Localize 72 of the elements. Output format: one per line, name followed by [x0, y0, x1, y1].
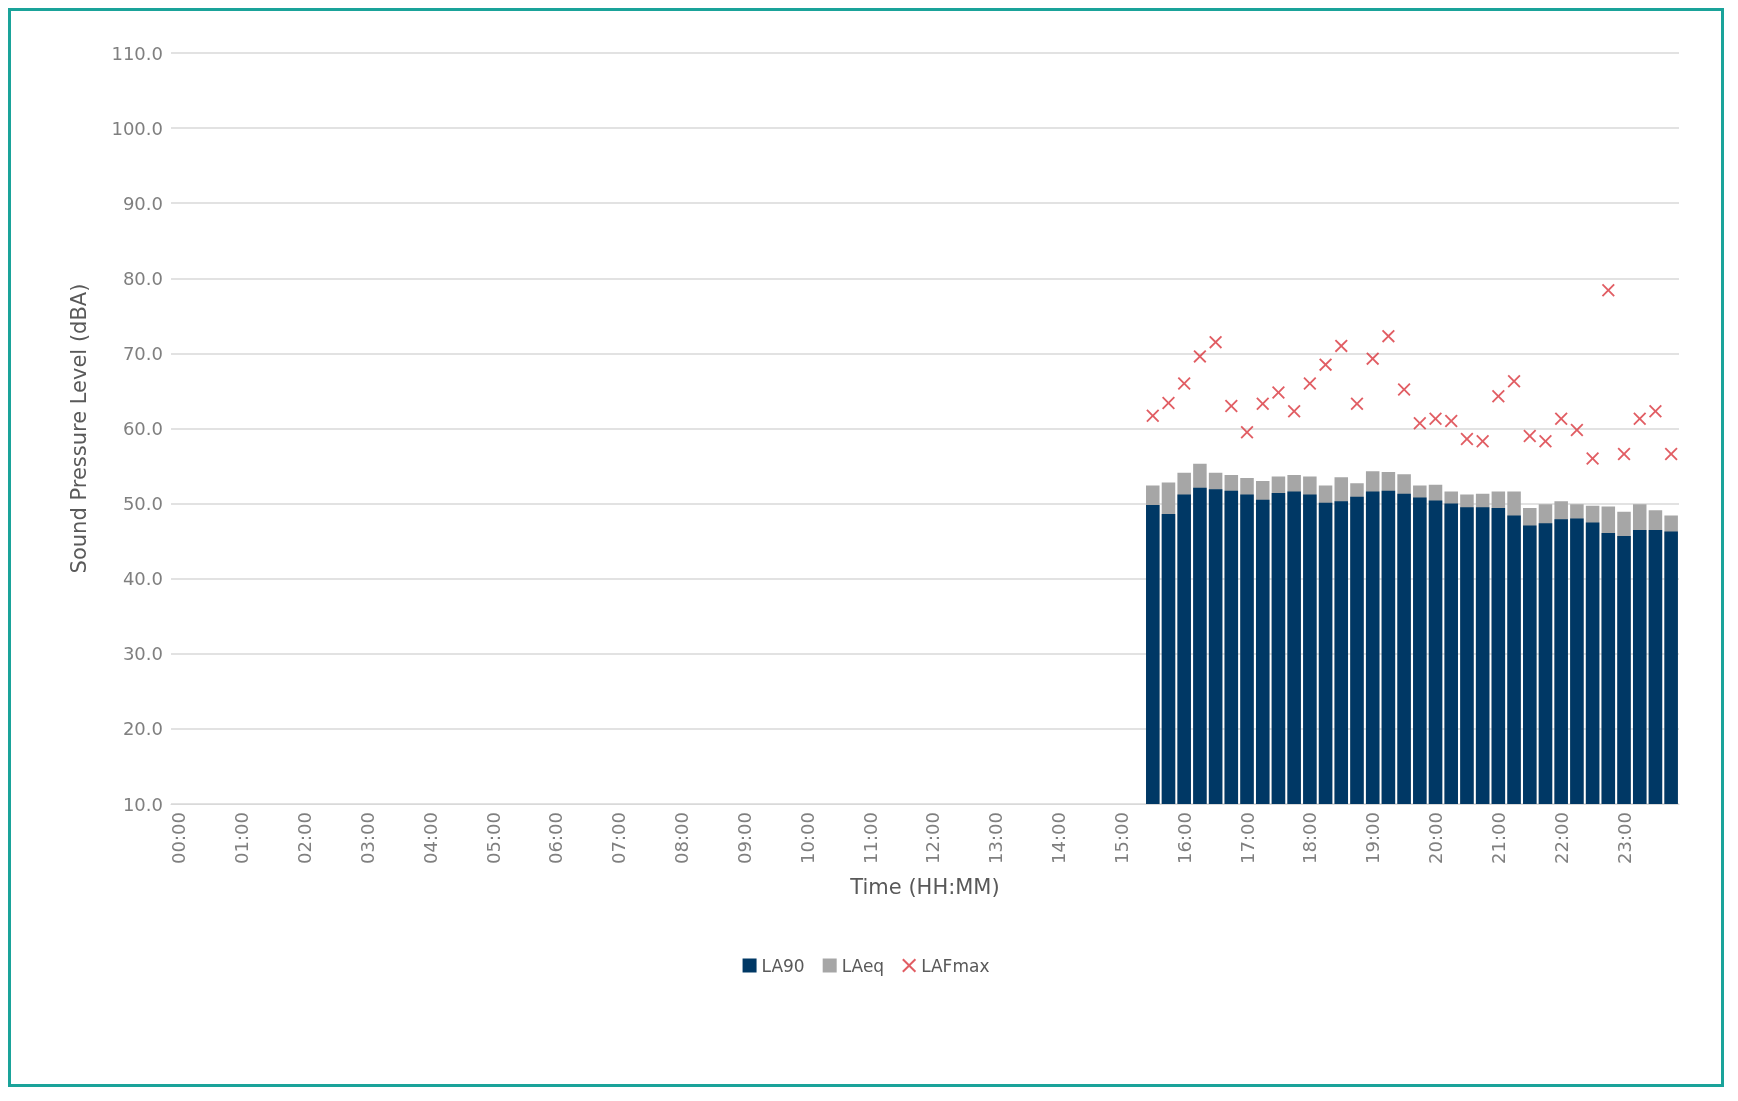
x-tick-label: 17:00 — [1236, 812, 1258, 864]
x-tick-label: 06:00 — [545, 812, 567, 864]
point — [1193, 349, 1207, 363]
point — [1664, 447, 1678, 461]
point — [1586, 452, 1600, 466]
y-tick-label: 40.0 — [122, 568, 163, 590]
point — [1177, 376, 1191, 390]
x-tick-label: 21:00 — [1487, 812, 1509, 864]
point — [1507, 374, 1521, 388]
x-tick-label: 01:00 — [231, 812, 253, 864]
point — [1617, 447, 1631, 461]
x-tick-label: 18:00 — [1299, 812, 1321, 864]
point — [1413, 416, 1427, 430]
point — [1633, 412, 1647, 426]
x-axis-title: Time (HH:MM) — [849, 874, 1000, 899]
x-tick-label: 09:00 — [733, 812, 755, 864]
point — [1491, 389, 1505, 403]
x-tick-label: 10:00 — [796, 812, 818, 864]
point — [1570, 423, 1584, 437]
x-tick-label: 20:00 — [1425, 812, 1447, 864]
point — [1601, 283, 1615, 297]
point — [1554, 412, 1568, 426]
y-tick-label: 50.0 — [122, 493, 163, 515]
x-tick-label: 19:00 — [1362, 812, 1384, 864]
point — [1429, 412, 1443, 426]
point — [1303, 376, 1317, 390]
x-tick-label: 14:00 — [1048, 812, 1070, 864]
y-tick-label: 60.0 — [122, 418, 163, 439]
y-axis-title: Sound Pressure Level (dBA) — [66, 283, 91, 574]
point — [1460, 432, 1474, 446]
x-tick-label: 05:00 — [482, 812, 504, 864]
point — [1523, 429, 1537, 443]
point — [1334, 339, 1348, 353]
y-tick-label: 10.0 — [122, 793, 163, 815]
x-tick-label: 22:00 — [1550, 812, 1572, 864]
legend-label: LAFmax — [921, 955, 990, 976]
x-tick-label: 11:00 — [859, 812, 881, 864]
y-tick-label: 70.0 — [122, 342, 163, 364]
legend-label: LAeq — [841, 955, 885, 976]
y-tick-label: 80.0 — [122, 267, 163, 289]
y-tick-label: 90.0 — [122, 192, 163, 214]
point — [1224, 399, 1238, 413]
point — [1648, 404, 1662, 418]
x-tick-label: 02:00 — [294, 812, 316, 864]
point — [1271, 385, 1285, 399]
point — [1476, 434, 1490, 448]
y-tick-label: 100.0 — [111, 117, 163, 139]
legend-label: LA90 — [761, 955, 805, 976]
x-tick-label: 12:00 — [922, 812, 944, 864]
y-tick-label: 110.0 — [111, 42, 163, 64]
point — [1287, 404, 1301, 418]
point — [1444, 414, 1458, 428]
point — [1319, 358, 1333, 372]
x-tick-label: 04:00 — [419, 812, 441, 864]
x-tick-label: 15:00 — [1110, 812, 1132, 864]
point — [1240, 425, 1254, 439]
x-tick-label: 03:00 — [356, 812, 378, 864]
point — [1256, 397, 1270, 411]
point — [1209, 335, 1223, 349]
y-tick-label: 30.0 — [122, 643, 163, 665]
point — [1146, 409, 1160, 423]
x-tick-label: 08:00 — [671, 812, 693, 864]
point — [1350, 397, 1364, 411]
point — [1381, 329, 1395, 343]
x-tick-label: 13:00 — [985, 812, 1007, 864]
x-tick-label: 00:00 — [168, 812, 190, 864]
x-tick-label: 16:00 — [1173, 812, 1195, 864]
x-tick-label: 07:00 — [608, 812, 630, 864]
point — [1538, 434, 1552, 448]
point — [1366, 352, 1380, 366]
x-tick-label: 23:00 — [1613, 812, 1635, 864]
y-tick-label: 20.0 — [122, 718, 163, 740]
